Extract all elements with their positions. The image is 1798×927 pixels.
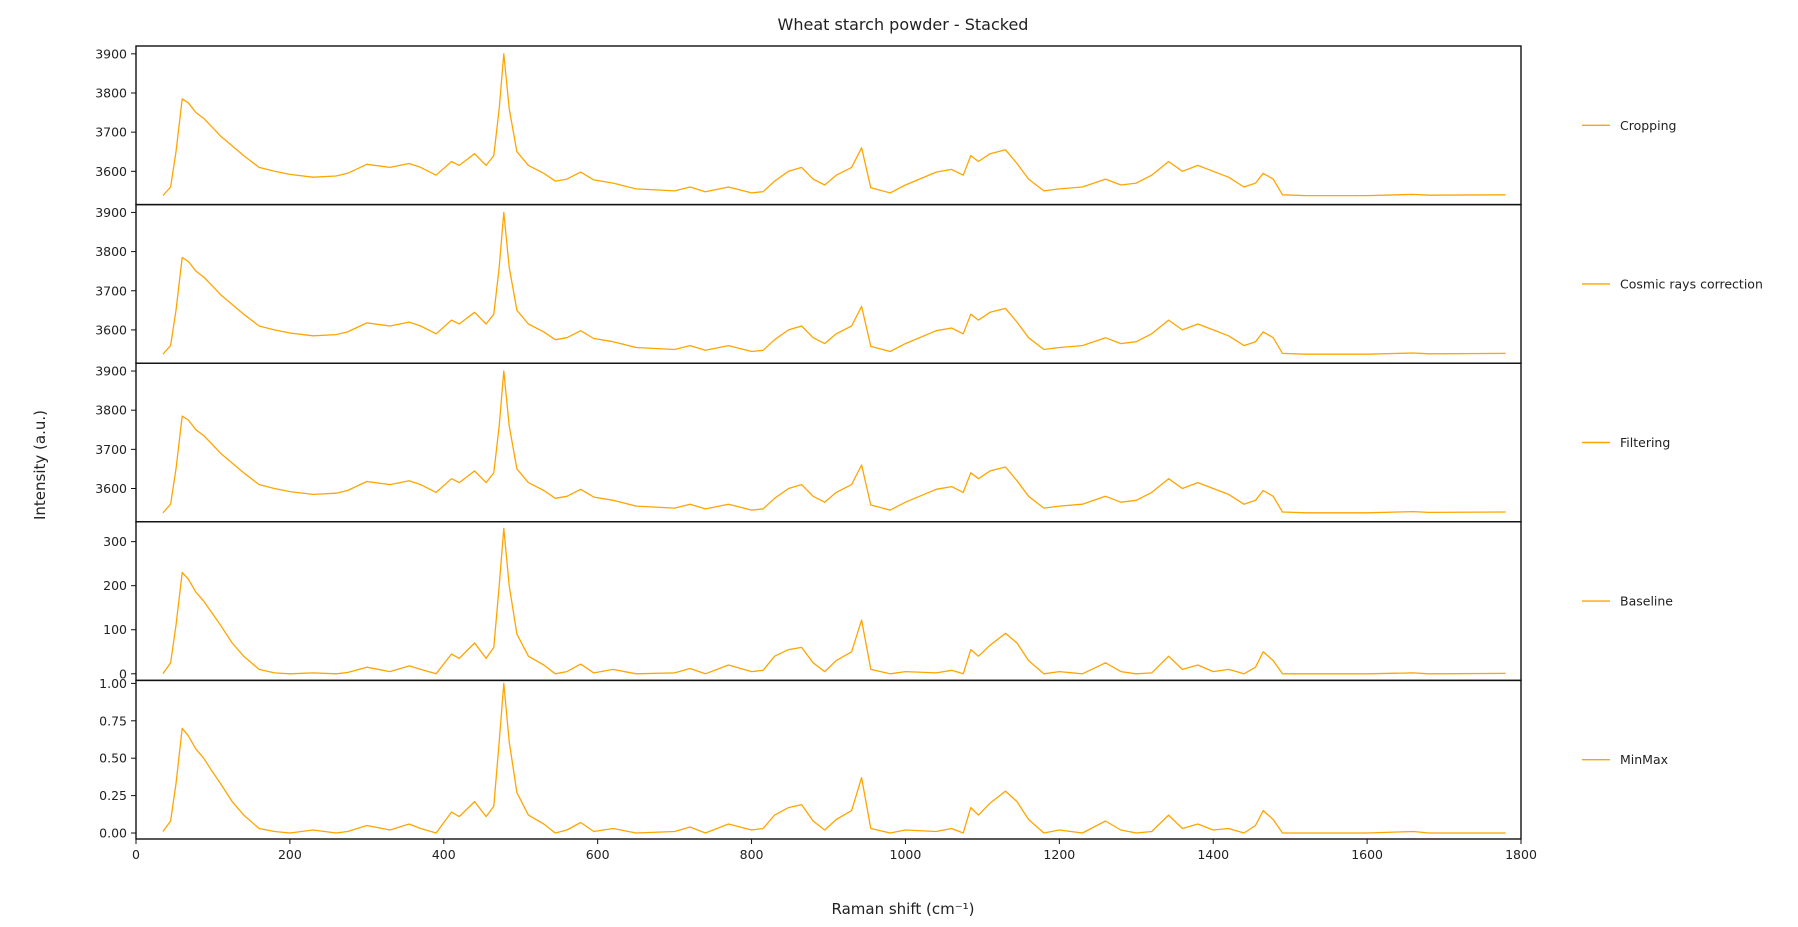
y-tick-label: 3600 [95, 164, 127, 179]
y-tick-label: 0.00 [99, 826, 127, 841]
panel-frame [135, 362, 1522, 523]
y-tick-label: 0 [119, 666, 127, 681]
y-tick-label: 3700 [95, 125, 127, 140]
y-tick-label: 200 [103, 578, 127, 593]
x-tick-label: 0 [132, 847, 140, 862]
legend-label: Filtering [1620, 435, 1670, 450]
x-tick-label: 1000 [890, 847, 922, 862]
legend-label: Cropping [1620, 118, 1676, 133]
y-tick-label: 0.75 [99, 713, 127, 728]
y-tick-label: 3800 [95, 403, 127, 418]
panel-3: 0 100 200 300 Baseline [103, 521, 1673, 682]
x-tick-label: 1400 [1197, 847, 1229, 862]
series-line [162, 211, 1506, 355]
y-tick-label: 3900 [95, 205, 127, 220]
legend-label: Cosmic rays correction [1620, 276, 1763, 291]
panel-frame [135, 679, 1522, 840]
legend-label: MinMax [1620, 752, 1668, 767]
panel-1: 3600 3700 3800 3900 Cosmic rays correction [95, 203, 1763, 364]
x-tick-label: 1600 [1351, 847, 1383, 862]
x-tick-label: 1800 [1505, 847, 1537, 862]
panel-4: 0.00 0.25 0.50 0.75 1.00 MinMax [99, 676, 1668, 841]
y-tick-label: 3900 [95, 364, 127, 379]
series-line [162, 53, 1506, 197]
panel-2: 3600 3700 3800 3900 Filtering [95, 362, 1670, 523]
panel-frame [135, 45, 1522, 206]
y-tick-label: 3700 [95, 442, 127, 457]
y-tick-label: 3800 [95, 244, 127, 259]
y-tick-label: 3900 [95, 46, 127, 61]
y-tick-label: 0.25 [99, 788, 127, 803]
y-tick-label: 3600 [95, 322, 127, 337]
panel-frame [135, 521, 1522, 682]
series-line [162, 527, 1506, 675]
series-line [162, 682, 1506, 834]
x-tick-label: 800 [740, 847, 764, 862]
x-tick-label: 200 [278, 847, 302, 862]
y-tick-label: 0.50 [99, 751, 127, 766]
panels-group: 3600 3700 3800 3900 Cropping 3600 3700 3800 3900… [95, 45, 1763, 862]
y-tick-label: 1.00 [99, 676, 127, 691]
panel-0: 3600 3700 3800 3900 Cropping [95, 45, 1676, 206]
series-line [162, 370, 1506, 514]
x-tick-label: 600 [586, 847, 610, 862]
y-tick-label: 3700 [95, 283, 127, 298]
panel-frame [135, 203, 1522, 364]
y-tick-label: 3800 [95, 85, 127, 100]
legend-label: Baseline [1620, 594, 1673, 609]
x-tick-label: 1200 [1043, 847, 1075, 862]
chart-title: Wheat starch powder - Stacked [778, 15, 1029, 34]
y-tick-label: 300 [103, 534, 127, 549]
x-tick-label: 400 [432, 847, 456, 862]
x-axis-label: Raman shift (cm⁻¹) [831, 900, 974, 918]
y-axis-label: Intensity (a.u.) [31, 410, 49, 520]
y-tick-label: 100 [103, 622, 127, 637]
y-tick-label: 3600 [95, 481, 127, 496]
